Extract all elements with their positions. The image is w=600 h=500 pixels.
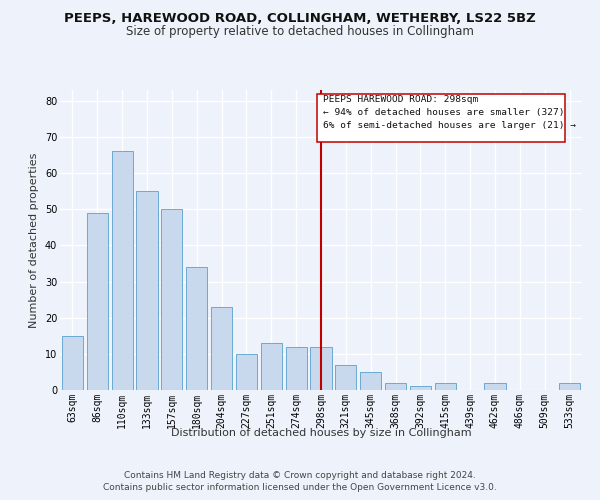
Bar — [559, 383, 580, 390]
Bar — [186, 267, 207, 390]
Bar — [335, 364, 356, 390]
Bar — [286, 346, 307, 390]
Bar — [236, 354, 257, 390]
Bar — [310, 346, 332, 390]
Bar — [62, 336, 83, 390]
Y-axis label: Number of detached properties: Number of detached properties — [29, 152, 39, 328]
Bar — [360, 372, 381, 390]
Bar — [385, 383, 406, 390]
Bar — [87, 213, 108, 390]
Text: Size of property relative to detached houses in Collingham: Size of property relative to detached ho… — [126, 25, 474, 38]
Bar — [410, 386, 431, 390]
Bar — [435, 383, 456, 390]
Bar — [261, 343, 282, 390]
Bar — [112, 152, 133, 390]
Bar — [484, 383, 506, 390]
Text: Distribution of detached houses by size in Collingham: Distribution of detached houses by size … — [170, 428, 472, 438]
Bar — [161, 210, 182, 390]
Text: PEEPS, HAREWOOD ROAD, COLLINGHAM, WETHERBY, LS22 5BZ: PEEPS, HAREWOOD ROAD, COLLINGHAM, WETHER… — [64, 12, 536, 26]
Bar — [136, 191, 158, 390]
Text: PEEPS HAREWOOD ROAD: 298sqm
← 94% of detached houses are smaller (327)
6% of sem: PEEPS HAREWOOD ROAD: 298sqm ← 94% of det… — [323, 95, 577, 130]
Text: Contains HM Land Registry data © Crown copyright and database right 2024.: Contains HM Land Registry data © Crown c… — [124, 472, 476, 480]
Text: Contains public sector information licensed under the Open Government Licence v3: Contains public sector information licen… — [103, 483, 497, 492]
FancyBboxPatch shape — [317, 94, 565, 142]
Bar — [211, 307, 232, 390]
